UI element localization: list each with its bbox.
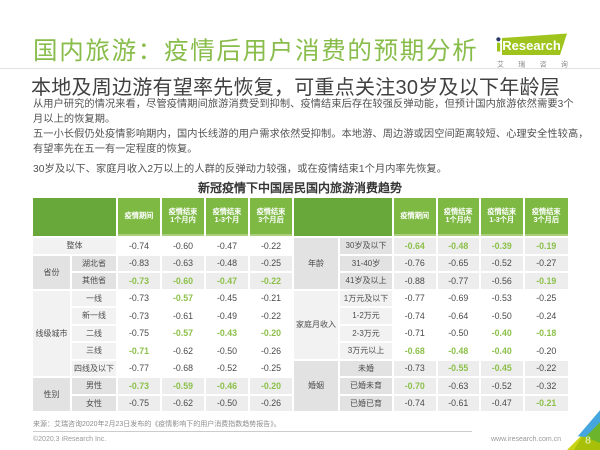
svg-text:艾瑞咨询: 艾瑞咨询	[497, 60, 582, 69]
svg-text:Research: Research	[502, 38, 561, 53]
svg-text:8: 8	[585, 435, 591, 447]
